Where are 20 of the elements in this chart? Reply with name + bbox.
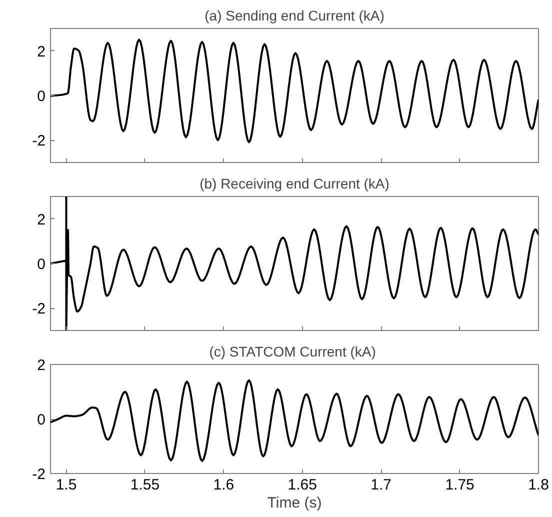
y-tick-label: 0 [37, 412, 46, 428]
chart-title: (b) Receiving end Current (kA) [200, 176, 390, 192]
y-tick-label: -2 [32, 300, 46, 318]
x-tick-label: 1.8 [528, 476, 549, 494]
y-tick-label: 0 [37, 256, 46, 273]
x-tick-label: 1.6 [213, 476, 234, 494]
x-axis-title: Time (s) [267, 494, 322, 512]
y-tick-label: 2 [37, 357, 46, 374]
y-tick-label: 2 [37, 43, 46, 60]
x-tick-label: 1.55 [130, 476, 160, 494]
x-tick-label: 1.65 [288, 476, 317, 494]
y-tick-label: 2 [37, 211, 46, 228]
x-tick-label: 1.7 [370, 476, 392, 494]
y-tick-label: 0 [37, 88, 46, 105]
x-tick-label: 1.75 [445, 476, 474, 494]
chart-title: (a) Sending end Current (kA) [204, 8, 384, 24]
chart-title: (c) STATCOM Current (kA) [209, 344, 376, 360]
x-tick-label: 1.5 [56, 476, 77, 494]
y-tick-label: -2 [32, 132, 46, 150]
y-tick-label: -2 [32, 466, 46, 483]
